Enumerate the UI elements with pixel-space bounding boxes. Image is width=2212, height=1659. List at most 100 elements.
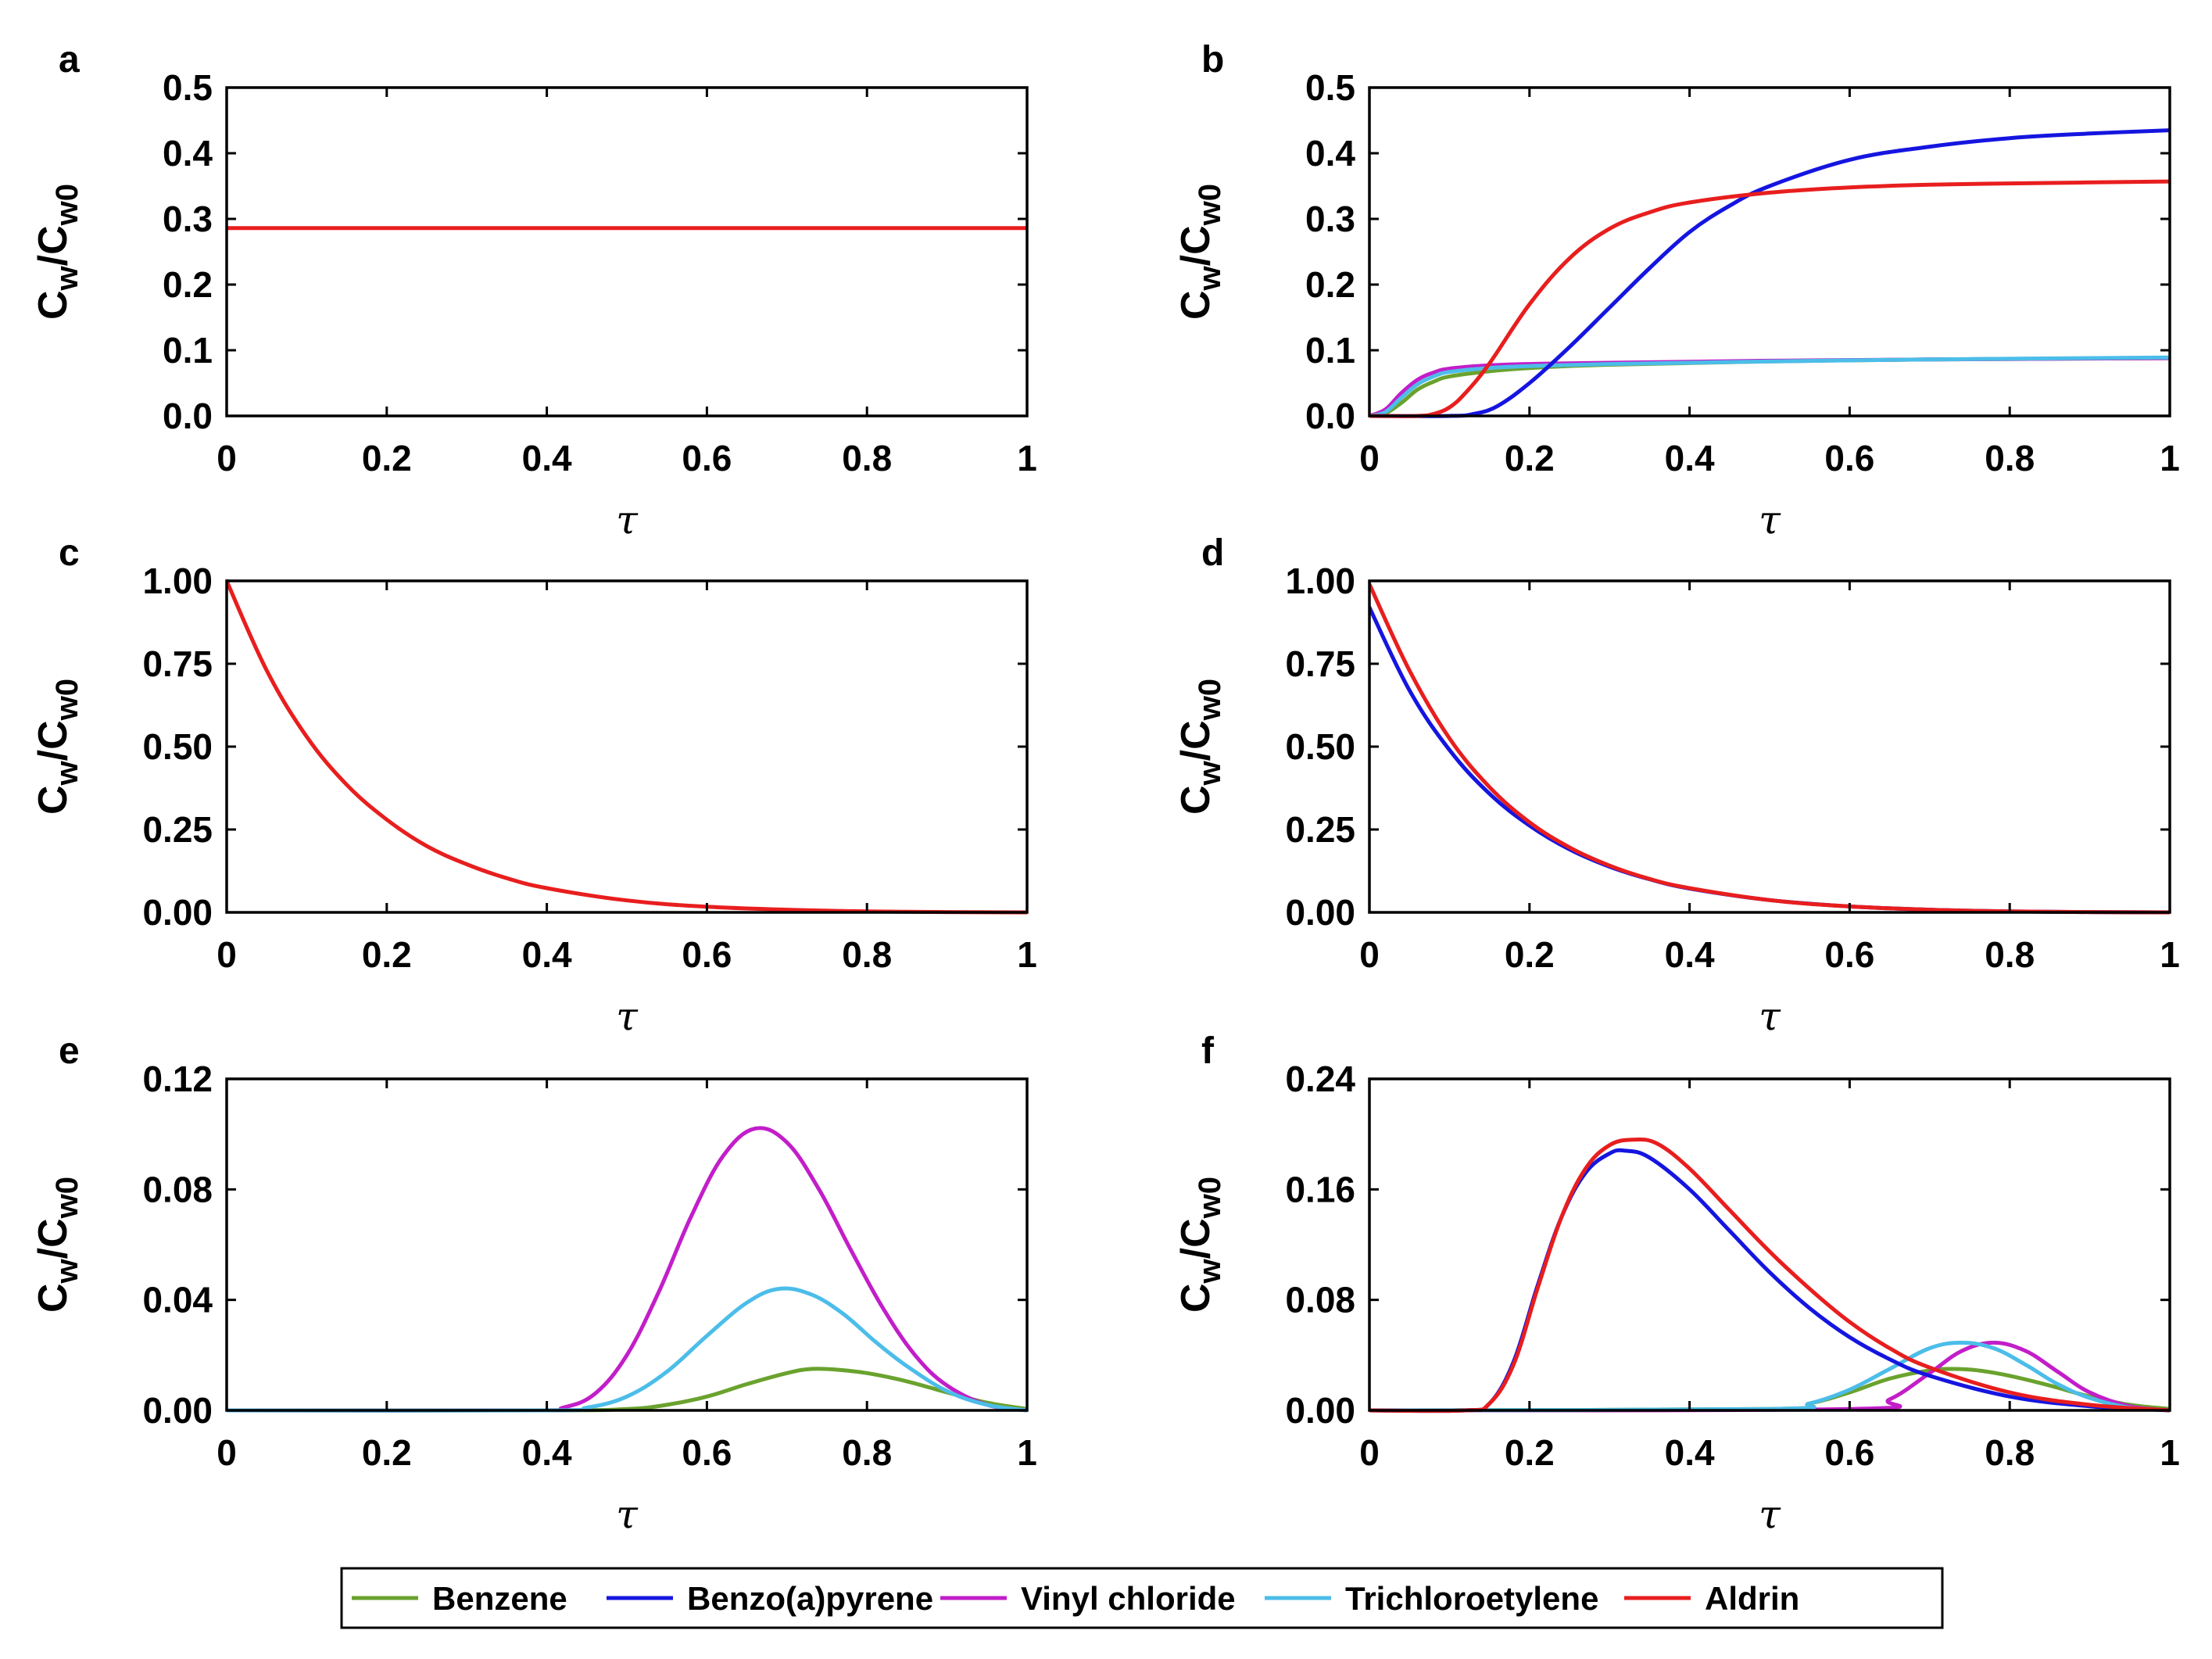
x-tick-label: 1 [1017, 438, 1037, 478]
y-tick-label: 0.5 [163, 67, 213, 108]
y-tick-label: 0.3 [1305, 199, 1355, 239]
axes-frame [1368, 1077, 2171, 1412]
x-tick-label: 0.8 [1985, 934, 2035, 975]
x-tick-label: 0.6 [1824, 934, 1874, 975]
axes-frame [225, 1077, 1029, 1412]
x-tick-label: 0.2 [1505, 934, 1555, 975]
x-tick-label: 1 [1017, 1432, 1037, 1473]
y-axis-label: Cw/Cw0 [30, 184, 84, 320]
panel-letter: a [59, 39, 80, 81]
y-axis-label-part: w [50, 1258, 84, 1284]
x-tick-label: 0.2 [362, 1432, 412, 1473]
x-tick-label: 1 [2160, 934, 2180, 975]
y-axis-label-part: /C [30, 720, 76, 761]
x-tick-label: 0.6 [1824, 438, 1874, 478]
y-tick-label: 0.4 [1305, 133, 1355, 174]
series-line-trichloroetylene [1369, 355, 2170, 418]
panel-f: 0 0.2 0.4 0.6 0.8 1 0.00 0.08 0.16 0.24 f Cw/Cw0 τ [1173, 1030, 2180, 1537]
axes-frame [1368, 86, 2171, 417]
x-axis-label: τ [616, 497, 639, 543]
y-axis-label-part: /C [1173, 1218, 1219, 1259]
y-axis-label: Cw/Cw0 [30, 1177, 84, 1313]
y-axis-label-part: /C [1173, 720, 1219, 761]
legend-item-benzene: Benzene [352, 1580, 567, 1617]
y-axis-label: Cw/Cw0 [1173, 184, 1227, 320]
x-tick-label: 0.6 [682, 1432, 732, 1473]
y-axis-label-part: w [1193, 760, 1227, 786]
y-axis-label-part: w [1193, 265, 1227, 291]
legend-item-trichloroetylene: Trichloroetylene [1265, 1580, 1598, 1617]
x-tick-label: 1 [2160, 438, 2180, 478]
y-tick-label: 0.5 [1305, 67, 1355, 108]
legend-item-aldrin: Aldrin [1624, 1580, 1799, 1617]
x-axis-label: τ [1759, 994, 1781, 1039]
y-tick-label: 0.16 [1285, 1169, 1355, 1209]
y-tick-label: 1.00 [1285, 561, 1355, 601]
panels: 0 0.2 0.4 0.6 0.8 10.00.10.20.30.40.5aCw/Cw0τ… [30, 39, 2180, 1537]
legend-label: Benzo(a)pyrene [687, 1580, 933, 1617]
legend-label: Benzene [432, 1580, 567, 1617]
y-axis-label-part: /C [1173, 225, 1219, 266]
x-tick-label: 0.8 [842, 934, 892, 975]
legend-label: Trichloroetylene [1345, 1580, 1598, 1617]
y-tick-label: 0.08 [142, 1169, 213, 1209]
y-tick-label: 0.2 [1305, 264, 1355, 305]
y-axis-label-part: /C [30, 1218, 76, 1259]
legend-label: Aldrin [1705, 1580, 1799, 1617]
panel-d: 0 0.2 0.4 0.6 0.8 1 0.00 0.25 0.50 0.75 1.00 d Cw/Cw… [1173, 532, 2180, 1039]
panel-a: 0 0.2 0.4 0.6 0.8 1 0.0 0.1 0.2 0.3 0.4 0.5 a Cw/Cw0 τ [30, 39, 1037, 543]
legend-item-vinyl-chloride: Vinyl chloride [940, 1580, 1236, 1617]
legend: Benzene Benzo(a)pyrene Vinyl chloride Trich… [340, 1567, 1944, 1629]
series-line-aldrin [1369, 1137, 2170, 1414]
y-axis-label-part: w0 [1193, 679, 1227, 721]
x-tick-label: 1 [1017, 934, 1037, 975]
x-axis-label: τ [616, 1492, 639, 1537]
x-tick-label: 1 [2160, 1432, 2180, 1473]
x-tick-label: 0 [217, 1432, 237, 1473]
panel-b: 0 0.2 0.4 0.6 0.8 1 0.0 0.1 0.2 0.3 0.4 0.5 b Cw/Cw0 τ [1173, 39, 2180, 543]
y-axis-label-part: w [1193, 1258, 1227, 1284]
x-tick-label: 0.6 [682, 934, 732, 975]
x-tick-label: 0.4 [522, 438, 572, 478]
x-tick-label: 0.4 [522, 934, 572, 975]
y-tick-label: 0.00 [1285, 1390, 1355, 1431]
y-tick-label: 0.3 [163, 199, 213, 239]
y-tick-label: 0.12 [142, 1059, 213, 1099]
x-tick-label: 0 [1359, 934, 1380, 975]
x-tick-label: 0.4 [1665, 1432, 1715, 1473]
y-axis-label-part: /C [30, 225, 76, 266]
panel-letter: f [1201, 1030, 1215, 1072]
panel-e: 0 0.2 0.4 0.6 0.8 1 0.00 0.04 0.08 0.12 e Cw/Cw0 τ [30, 1030, 1037, 1537]
y-tick-label: 0.24 [1285, 1059, 1355, 1099]
y-tick-label: 1.00 [142, 561, 213, 601]
y-tick-label: 0.00 [142, 892, 213, 933]
x-axis-label: τ [616, 994, 639, 1039]
y-tick-label: 0.04 [142, 1280, 213, 1320]
x-tick-label: 0.2 [362, 438, 412, 478]
x-tick-label: 0.8 [842, 438, 892, 478]
y-tick-label: 0.75 [142, 643, 213, 684]
y-tick-label: 0.4 [163, 133, 213, 174]
x-tick-label: 0.2 [1505, 1432, 1555, 1473]
y-tick-label: 0.1 [1305, 330, 1355, 371]
x-axis-label: τ [1759, 1492, 1781, 1537]
y-axis-label-part: C [30, 785, 76, 815]
y-axis-label-part: C [30, 290, 76, 320]
y-axis-label-part: w0 [50, 679, 84, 721]
y-axis-label-part: C [30, 1283, 76, 1313]
y-tick-label: 0.1 [163, 330, 213, 371]
x-tick-label: 0 [217, 438, 237, 478]
axes-frame [225, 86, 1029, 417]
y-axis-label-part: C [1173, 290, 1219, 320]
legend-label: Vinyl chloride [1021, 1580, 1236, 1617]
y-tick-label: 0.75 [1285, 643, 1355, 684]
x-tick-label: 0.2 [1505, 438, 1555, 478]
x-tick-label: 0.8 [1985, 1432, 2035, 1473]
y-tick-label: 0.0 [1305, 396, 1355, 436]
y-axis-label-part: w0 [50, 184, 84, 226]
y-axis-label-part: w [50, 760, 84, 786]
y-tick-label: 0.25 [1285, 809, 1355, 850]
y-tick-label: 0.0 [163, 396, 213, 436]
y-axis-label: Cw/Cw0 [1173, 679, 1227, 815]
